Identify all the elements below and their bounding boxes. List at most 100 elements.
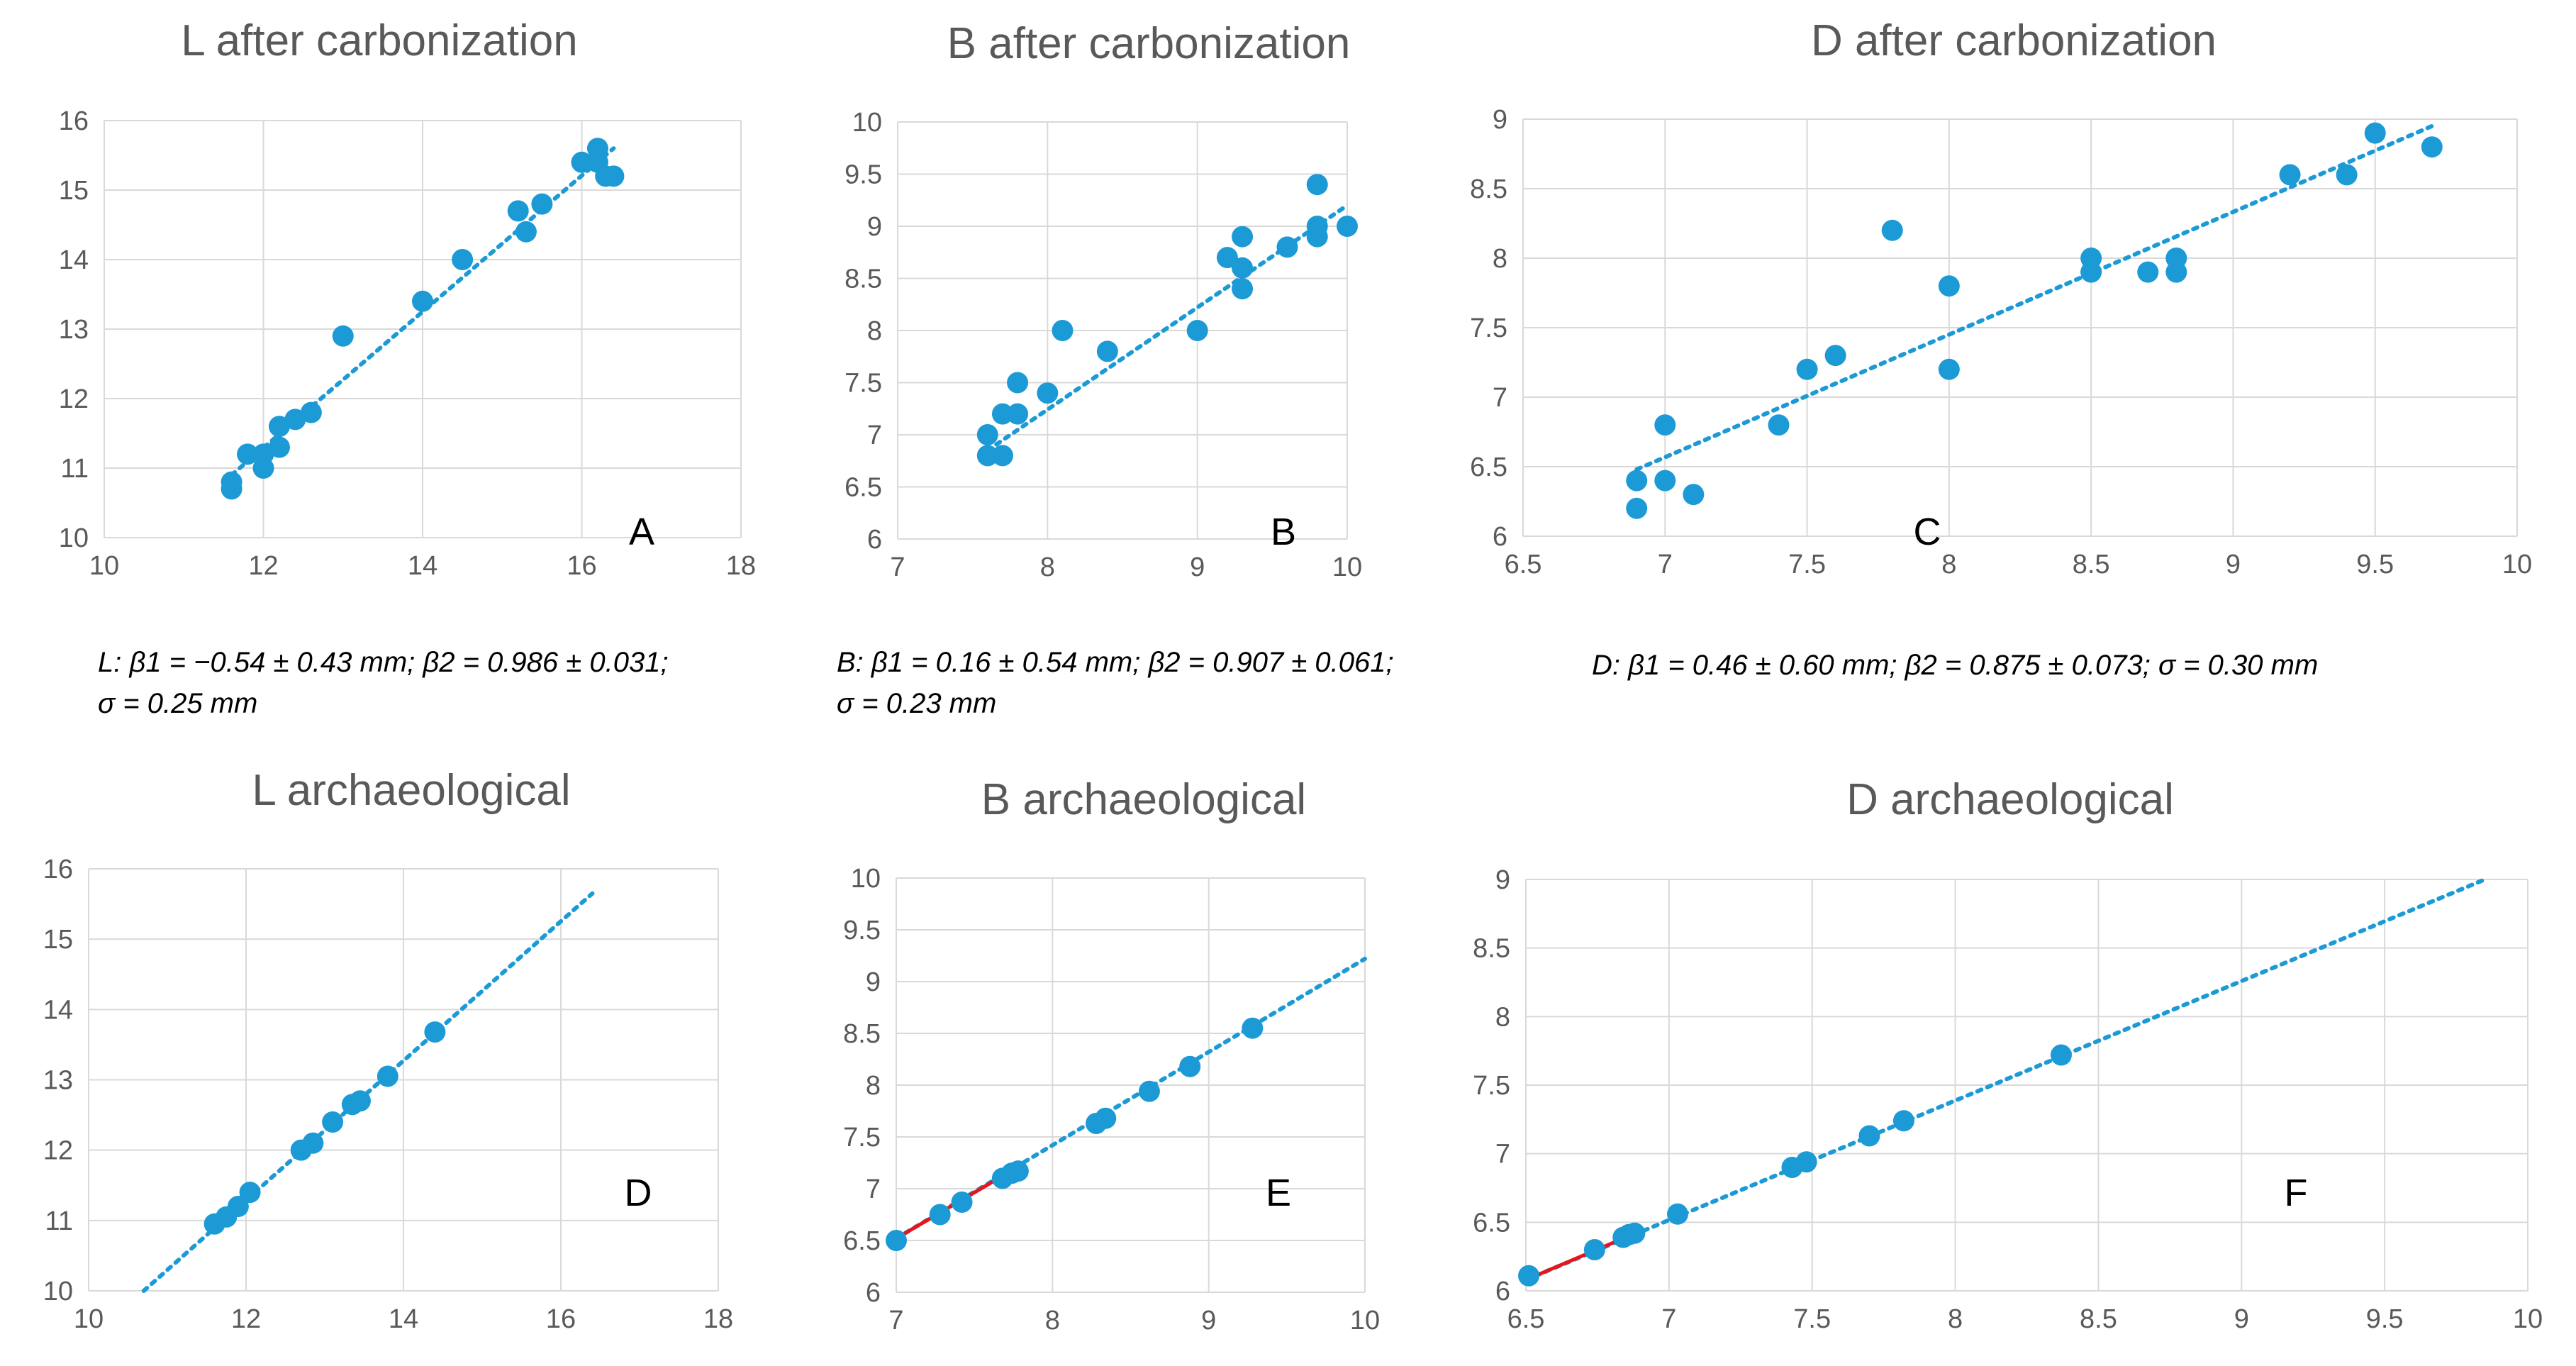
chart-c-point-3 [1654,414,1676,436]
chart-f-x-tick-label-7: 10 [2513,1304,2543,1334]
chart-d-point-8 [349,1090,371,1112]
chart-d-y-tick-label-5: 15 [43,925,73,955]
chart-panel-d: 10 12 14 16 18 10 11 12 13 14 15 16 L archaeological… [43,766,733,1334]
chart-a-point-7 [284,409,306,431]
chart-f-x-tick-label-5: 9 [2234,1304,2249,1334]
chart-a-y-tick-label-2: 12 [59,384,89,414]
chart-c-x-tick-label-2: 7.5 [1788,550,1826,579]
chart-f-panel-label: F [2285,1172,2308,1214]
chart-b-point-0 [976,445,998,467]
chart-b-point-7 [1052,320,1074,341]
chart-e-title: B archaeological [981,775,1306,824]
chart-b-point-2 [991,445,1013,467]
chart-a-y-tick-label-3: 13 [59,315,89,345]
chart-b-y-tick-label-7: 9.5 [844,160,882,190]
chart-f-point-7 [1795,1151,1817,1173]
chart-f-x-tick-label-0: 6.5 [1507,1304,1545,1334]
chart-c-point-18 [2364,122,2386,144]
chart-d-y-tick-label-6: 16 [43,855,73,884]
chart-b-point-12 [1232,278,1254,300]
chart-f-y-tick-label-1: 6.5 [1473,1208,1510,1238]
chart-e-y-tick-label-1: 6.5 [843,1226,881,1256]
chart-a-x-tick-label-3: 16 [567,551,596,581]
chart-c-x-tick-label-0: 6.5 [1505,550,1542,579]
chart-e-highlight-line [895,1172,1007,1240]
chart-e-x-tick-label-0: 7 [888,1306,903,1336]
chart-b-x-tick-label-3: 10 [1332,552,1362,582]
chart-b-point-9 [1186,320,1208,341]
chart-f-y-tick-label-3: 7.5 [1473,1071,1510,1101]
chart-a-y-tick-label-0: 10 [59,523,89,553]
equation-d-line1: D: β1 = 0.46 ± 0.60 mm; β2 = 0.875 ± 0.0… [1592,650,2319,681]
chart-d-point-6 [322,1111,344,1133]
chart-f-point-10 [2050,1044,2072,1066]
chart-f-title: D archaeological [1846,775,2174,824]
chart-d-x-tick-label-0: 10 [74,1304,104,1334]
chart-a-y-tick-label-6: 16 [59,106,89,136]
chart-c-y-tick-label-3: 7.5 [1470,313,1507,343]
chart-f-x-tick-label-3: 8 [1948,1304,1963,1334]
chart-c-y-tick-label-6: 9 [1493,105,1507,135]
chart-a-x-tick-label-2: 14 [408,551,437,581]
equation-l-line1: L: β1 = −0.54 ± 0.43 mm; β2 = 0.986 ± 0.… [98,647,669,678]
chart-b-point-1 [976,424,998,445]
chart-b-x-tick-label-0: 7 [890,552,905,582]
chart-e-x-tick-label-3: 10 [1350,1306,1380,1336]
equation-l-line2: σ = 0.25 mm [98,688,258,719]
chart-d-panel-label: D [625,1172,652,1214]
chart-c-x-tick-label-6: 9.5 [2356,550,2394,579]
chart-e-point-0 [886,1230,907,1251]
chart-f-x-tick-label-1: 7 [1661,1304,1676,1334]
chart-a-point-8 [300,401,322,423]
chart-f-point-8 [1858,1125,1880,1147]
chart-a-point-5 [268,416,290,438]
chart-c-y-tick-label-1: 6.5 [1470,452,1507,482]
chart-c-x-tick-label-1: 7 [1658,550,1673,579]
chart-a-point-2 [237,443,259,465]
chart-c-point-6 [1796,358,1818,380]
chart-b-point-3 [991,403,1013,425]
chart-b-x-tick-label-2: 9 [1190,552,1205,582]
chart-c-title: D after carbonization [1811,16,2217,65]
chart-a-y-tick-label-4: 14 [59,245,89,275]
chart-e-y-tick-label-7: 9.5 [843,916,881,945]
chart-c-y-tick-label-0: 6 [1493,522,1507,552]
chart-b-point-16 [1306,216,1328,237]
chart-a-point-13 [515,221,537,243]
chart-f-point-9 [1892,1110,1914,1132]
chart-d-point-10 [424,1021,446,1043]
chart-e-point-7 [1095,1107,1117,1129]
chart-a-x-tick-label-1: 12 [248,551,278,581]
chart-c-point-16 [2279,164,2301,186]
chart-b-point-17 [1306,174,1328,196]
chart-a-x-tick-label-4: 18 [726,551,756,581]
chart-a-point-4 [252,457,274,479]
chart-e-y-tick-label-4: 8 [866,1071,881,1101]
equation-b-line2: σ = 0.23 mm [837,688,997,719]
chart-d-y-tick-label-3: 13 [43,1066,73,1096]
chart-f-y-tick-label-2: 7 [1495,1140,1510,1170]
chart-c-point-7 [1824,345,1846,367]
chart-f-y-tick-label-6: 9 [1495,865,1510,895]
chart-e-y-tick-label-3: 7.5 [843,1123,881,1153]
chart-f-point-0 [1518,1265,1540,1287]
chart-b-y-tick-label-4: 8 [867,316,882,346]
chart-a-point-14 [531,193,553,215]
chart-a-point-12 [507,200,529,222]
chart-c-point-9 [1938,275,1960,297]
chart-a-point-6 [268,436,290,458]
chart-b-y-tick-label-5: 8.5 [844,265,882,294]
chart-f-y-tick-label-0: 6 [1495,1277,1510,1306]
chart-b-y-tick-label-6: 9 [867,212,882,242]
chart-f-x-tick-label-6: 9.5 [2366,1304,2404,1334]
chart-a-x-tick-label-0: 10 [89,551,119,581]
chart-d-y-tick-label-4: 14 [43,995,73,1025]
chart-e-y-tick-label-6: 9 [866,967,881,997]
chart-b-y-tick-label-2: 7 [867,421,882,450]
equation-b-line1: B: β1 = 0.16 ± 0.54 mm; β2 = 0.907 ± 0.0… [837,647,1394,678]
chart-c-y-tick-label-2: 7 [1493,383,1507,413]
chart-b-point-8 [1096,340,1118,362]
chart-e-y-tick-label-5: 8.5 [843,1019,881,1049]
